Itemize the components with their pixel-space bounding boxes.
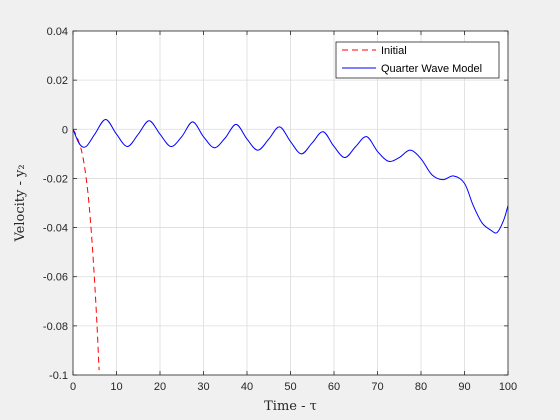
axis-ticks [72, 30, 509, 376]
y-tick-label: 0.04 [47, 26, 68, 38]
y-tick-label: -0.1 [49, 370, 68, 382]
y-tick-label: -0.02 [43, 173, 68, 185]
x-tick-label: 0 [70, 381, 76, 393]
series-line-quarter-wave-model [73, 118, 508, 234]
y-tick-label: 0 [62, 124, 68, 136]
y-axis-label: Velocity - y₂ [13, 164, 28, 242]
tick-labels: 0 10 20 30 40 50 60 70 80 90 100 -0.1 -0.08 -0.06 -0.0… [43, 26, 517, 393]
x-axis-label: Time - τ [264, 399, 317, 414]
legend: Initial Quarter Wave Model [335, 41, 500, 79]
x-tick-label: 50 [284, 381, 296, 393]
x-tick-label: 70 [371, 381, 383, 393]
x-tick-label: 20 [154, 381, 166, 393]
y-tick-label: -0.06 [43, 272, 68, 284]
data-series [73, 118, 508, 371]
y-tick-label: 0.02 [47, 75, 68, 87]
series-line-initial [73, 129, 100, 371]
legend-box [335, 41, 500, 79]
x-tick-label: 40 [241, 381, 253, 393]
legend-label-quarter-wave-model: Quarter Wave Model [381, 63, 482, 75]
x-tick-label: 30 [197, 381, 209, 393]
legend-label-initial: Initial [381, 45, 407, 57]
y-tick-label: -0.04 [43, 223, 68, 235]
x-tick-label: 100 [499, 381, 517, 393]
x-tick-label: 10 [110, 381, 122, 393]
x-tick-label: 80 [415, 381, 427, 393]
y-tick-label: -0.08 [43, 321, 68, 333]
x-tick-label: 60 [328, 381, 340, 393]
x-tick-label: 90 [458, 381, 470, 393]
